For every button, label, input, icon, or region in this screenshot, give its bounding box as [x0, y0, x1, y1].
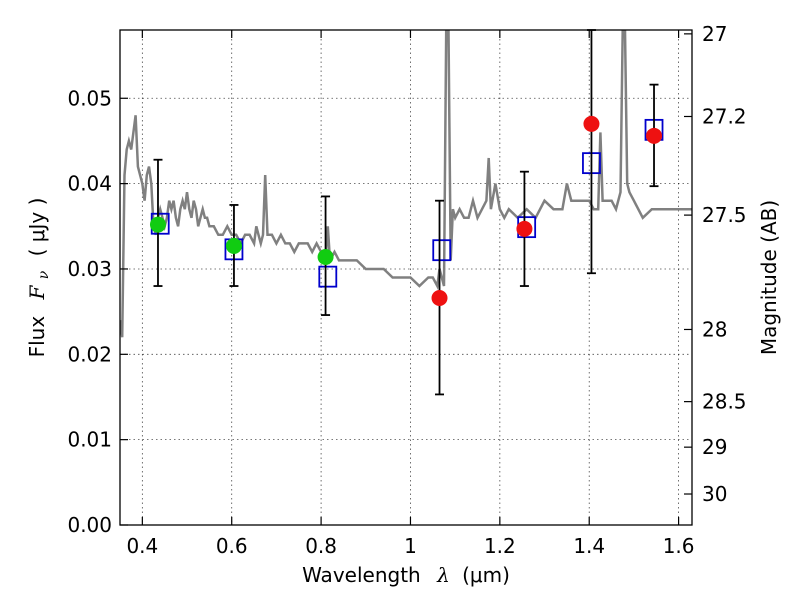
x-tick-label: 1.4 [573, 534, 605, 558]
ir-point [516, 220, 533, 237]
x-tick-label: 1 [404, 534, 417, 558]
y-tick-label: 0.01 [67, 428, 112, 452]
y-tick-label: 0.04 [67, 172, 112, 196]
optical-point [317, 249, 334, 266]
y-axis-title-symbol: F [25, 284, 49, 300]
axis-ticks [120, 30, 692, 526]
y2-tick-label: 27.2 [702, 104, 747, 128]
y-tick-label: 0.05 [67, 86, 112, 110]
model-box [432, 239, 452, 262]
y2-tick-label: 28.5 [702, 390, 747, 414]
optical-point [225, 237, 242, 254]
y-tick-label: 0.02 [67, 342, 112, 366]
y-axis-title-subscript: ν [36, 270, 52, 279]
x-tick-label: 1.6 [663, 534, 695, 558]
x-axis-title-text: Wavelength [302, 563, 421, 587]
y2-axis-title: Magnitude (AB) [757, 200, 781, 355]
y2-tick-label: 28 [702, 317, 727, 341]
x-tick-label: 0.4 [126, 534, 158, 558]
y-axis-title: Flux F ν ( μJy ) [25, 198, 53, 358]
ir-point [646, 127, 663, 144]
grid-lines [120, 30, 692, 525]
y2-tick-label: 27.5 [702, 203, 747, 227]
x-tick-label: 0.6 [216, 534, 248, 558]
y-axis-title-text: Flux [25, 316, 49, 358]
ir-point [583, 115, 600, 132]
x-axis-title-symbol: λ [436, 563, 450, 587]
x-tick-label: 1.2 [484, 534, 516, 558]
y2-tick-label: 29 [702, 435, 727, 459]
model-boxes [150, 118, 664, 288]
error-bars [153, 29, 659, 396]
y2-tick-label: 27 [702, 22, 727, 46]
x-axis-title-unit: (μm) [462, 563, 510, 587]
y2-tick-label: 30 [702, 482, 727, 506]
y-tick-label: 0.00 [67, 513, 112, 537]
y-axis-title-unit: ( μJy ) [25, 198, 49, 257]
data-points [149, 115, 663, 306]
model-box [318, 265, 338, 288]
y-tick-label: 0.03 [67, 257, 112, 281]
x-axis-title: Wavelength λ (μm) [302, 563, 510, 587]
optical-point [149, 216, 166, 233]
ir-point [431, 289, 448, 306]
plot-frame [119, 29, 693, 526]
x-tick-label: 0.8 [305, 534, 337, 558]
